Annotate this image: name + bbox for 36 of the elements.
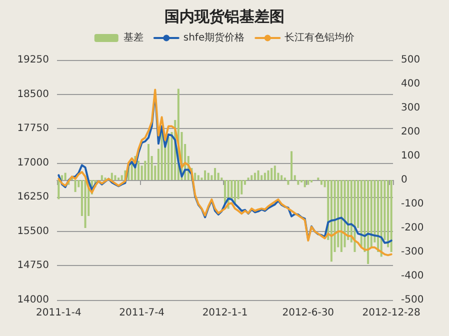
legend-label: shfe期货价格 [183,32,245,44]
y2-tick-label: -400 [401,270,424,282]
x-tick-label: 2012-12-28 [362,308,420,318]
bar [330,180,332,262]
y2-tick-label: -200 [401,222,424,234]
bar [234,180,236,204]
x-tick-label: 2011-7-4 [119,308,165,318]
y-tick-label: 14750 [17,260,49,272]
x-tick-label: 2012-6-30 [282,308,334,318]
bar [60,175,63,180]
y2-tick-label: -100 [401,198,424,210]
y-tick-label: 14000 [17,294,49,306]
x-tick-label: 2012-1-1 [202,308,248,318]
y-tick-label: 18500 [17,88,49,100]
bar [204,170,206,180]
legend-label: 长江有色铝均价 [284,32,355,44]
y-tick-label: 17000 [17,157,49,168]
y2-tick-label: 0 [401,174,408,186]
chart-title: 国内现货铝基差图 [164,8,284,26]
bar [290,151,293,180]
y-tick-label: 16250 [17,192,49,203]
y2-tick-label: 300 [401,102,420,114]
y2-tick-label: -500 [401,294,424,306]
y-tick-label: 17750 [17,123,49,134]
y-tick-label: 15500 [17,226,49,237]
y2-tick-label: 200 [401,126,420,138]
y2-tick-label: 100 [401,150,420,162]
y2-tick-label: -300 [401,246,424,258]
y2-tick-label: 400 [401,78,420,90]
legend-label: 基差 [123,32,144,44]
y2-tick-label: 500 [401,54,420,66]
bar [147,144,150,180]
y-tick-label: 19250 [17,54,49,66]
bar [214,168,216,180]
bar [320,180,322,185]
x-tick-label: 2011-1-4 [36,308,82,318]
